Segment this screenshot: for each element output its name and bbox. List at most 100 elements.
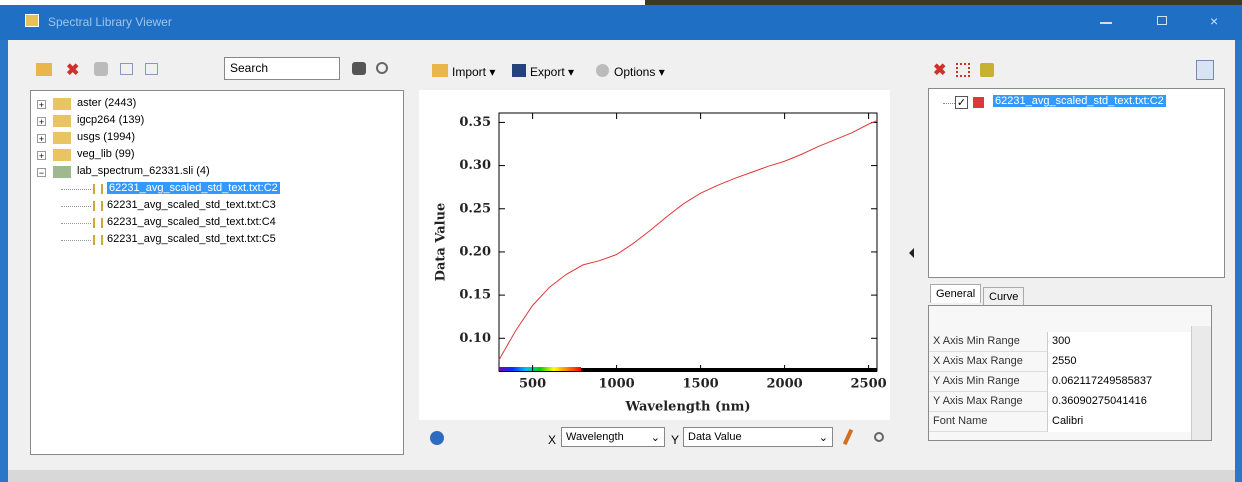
scrollbar[interactable] [1191, 326, 1211, 440]
y-axis-title: Data Value [434, 203, 449, 282]
spectrum-chart: 500 1000 1500 2000 2500 0.10 0.15 0.20 0.25 0.30 0… [419, 90, 890, 420]
title-bar: Spectral Library Viewer × [0, 5, 1242, 40]
spectrum-icon [93, 184, 103, 194]
y-tick-label: 0.25 [459, 201, 491, 216]
y-selector[interactable]: Data Value ⌄ [683, 427, 833, 447]
refresh-icon[interactable] [376, 62, 388, 74]
property-row: Font Name Calibri [929, 412, 1191, 432]
expander[interactable]: + [37, 117, 46, 127]
app-icon [25, 14, 39, 27]
x-tick-label: 1500 [683, 377, 719, 392]
property-name: X Axis Max Range [933, 355, 1023, 367]
tool-icon[interactable] [94, 62, 108, 76]
window-title: Spectral Library Viewer [48, 15, 172, 29]
pin-icon[interactable] [980, 63, 994, 77]
x-selector[interactable]: Wavelength ⌄ [561, 427, 665, 447]
x-tick-label: 500 [519, 377, 546, 392]
expander[interactable]: + [37, 151, 46, 161]
search-box[interactable]: Search [224, 57, 340, 80]
x-tick-label: 1000 [599, 377, 635, 392]
maximize-button[interactable] [1157, 16, 1167, 25]
expand-icon[interactable] [145, 63, 158, 75]
desktop-strip [0, 0, 645, 5]
x-axis-title: Wavelength (nm) [625, 400, 751, 415]
property-value[interactable]: 300 [1047, 332, 1191, 352]
visible-spectrum [499, 367, 581, 371]
options-menu[interactable]: Options ▾ [614, 65, 665, 79]
tree-node[interactable]: igcp264 (139) [77, 114, 145, 126]
property-value[interactable]: 2550 [1047, 352, 1191, 372]
tree-node[interactable]: lab_spectrum_62331.sli (4) [77, 165, 210, 177]
x-tick-label: 2500 [851, 377, 887, 392]
remove-icon[interactable]: ✖ [933, 62, 947, 79]
tree-node[interactable]: 62231_avg_scaled_std_text.txt:C2 [107, 182, 280, 194]
y-tick-label: 0.35 [459, 115, 491, 130]
spectrum-icon [93, 235, 103, 245]
export-menu[interactable]: Export ▾ [530, 65, 575, 79]
property-row: Y Axis Max Range 0.36090275041416 [929, 392, 1191, 412]
plot-frame [498, 112, 878, 372]
y-tick-label: 0.30 [459, 158, 491, 173]
export-label: Export [530, 65, 565, 79]
delete-icon[interactable]: ✖ [66, 62, 80, 79]
y-tick-label: 0.10 [459, 331, 491, 346]
property-name: Y Axis Min Range [933, 375, 1020, 387]
save-icon[interactable] [1196, 60, 1214, 80]
property-tabs: General Curve [928, 284, 1225, 306]
tree-node[interactable]: usgs (1994) [77, 131, 136, 143]
tree-line [61, 223, 91, 224]
spectrum-line [498, 120, 878, 361]
y-selector-value: Data Value [688, 431, 742, 443]
close-button[interactable]: × [1210, 13, 1219, 29]
tab[interactable]: General [930, 284, 982, 303]
tab[interactable]: Curve [983, 287, 1025, 306]
tree-node[interactable]: 62231_avg_scaled_std_text.txt:C3 [107, 199, 276, 211]
property-value[interactable]: 0.36090275041416 [1047, 392, 1191, 412]
spectrum-icon [93, 218, 103, 228]
folder-icon [53, 132, 71, 144]
tree-line [943, 103, 961, 104]
desktop-image [645, 0, 1242, 5]
x-selector-label: X [548, 433, 557, 447]
tree-node[interactable]: 62231_avg_scaled_std_text.txt:C4 [107, 216, 276, 228]
curve-list: ✓ 62231_avg_scaled_std_text.txt:C2 [928, 88, 1225, 278]
property-grid: X Axis Min Range 300 X Axis Max Range 2550 Y… [928, 305, 1212, 441]
collapse-icon[interactable] [120, 63, 133, 75]
expander[interactable]: + [37, 134, 46, 144]
spectrum-icon [93, 201, 103, 211]
folder-icon [53, 166, 71, 178]
folder-icon [53, 98, 71, 110]
tree-node[interactable]: veg_lib (99) [77, 148, 135, 160]
curve-checkbox[interactable]: ✓ [955, 96, 968, 109]
remove-all-icon[interactable] [956, 63, 970, 77]
export-icon [512, 64, 526, 77]
folder-icon [53, 149, 71, 161]
help-icon[interactable] [430, 431, 444, 445]
reset-icon[interactable] [874, 432, 884, 442]
import-menu[interactable]: Import ▾ [452, 65, 496, 79]
property-row: X Axis Max Range 2550 [929, 352, 1191, 372]
property-value[interactable]: Calibri [1047, 412, 1191, 432]
property-name: X Axis Min Range [933, 335, 1020, 347]
import-label: Import [452, 65, 487, 79]
curve-name[interactable]: 62231_avg_scaled_std_text.txt:C2 [993, 95, 1166, 107]
axis-bar [499, 368, 877, 372]
open-icon[interactable] [36, 63, 52, 76]
find-icon[interactable] [352, 62, 366, 75]
y-tick-label: 0.15 [459, 288, 491, 303]
expander[interactable]: + [37, 100, 46, 110]
tree-node[interactable]: 62231_avg_scaled_std_text.txt:C5 [107, 233, 276, 245]
collapse-arrow[interactable] [909, 248, 914, 258]
library-tree: + aster (2443) + igcp264 (139) + usgs (1994) +… [30, 90, 404, 455]
property-value[interactable]: 0.062117249585837 [1047, 372, 1191, 392]
tree-line [61, 206, 91, 207]
tree-node[interactable]: aster (2443) [77, 97, 137, 109]
minimize-button[interactable] [1100, 22, 1112, 24]
curve-color [973, 97, 984, 108]
tree-line [61, 189, 91, 190]
property-name: Font Name [933, 415, 988, 427]
expander[interactable]: − [37, 168, 46, 178]
y-selector-label: Y [671, 433, 680, 447]
x-selector-value: Wavelength [566, 431, 624, 443]
